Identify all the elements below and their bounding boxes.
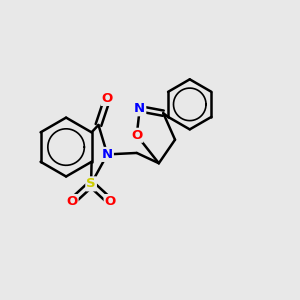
Text: O: O [105, 195, 116, 208]
Text: N: N [102, 148, 113, 161]
Text: S: S [86, 177, 96, 190]
Text: O: O [102, 92, 113, 105]
Text: N: N [134, 102, 145, 115]
Text: O: O [131, 129, 142, 142]
Text: O: O [66, 195, 78, 208]
